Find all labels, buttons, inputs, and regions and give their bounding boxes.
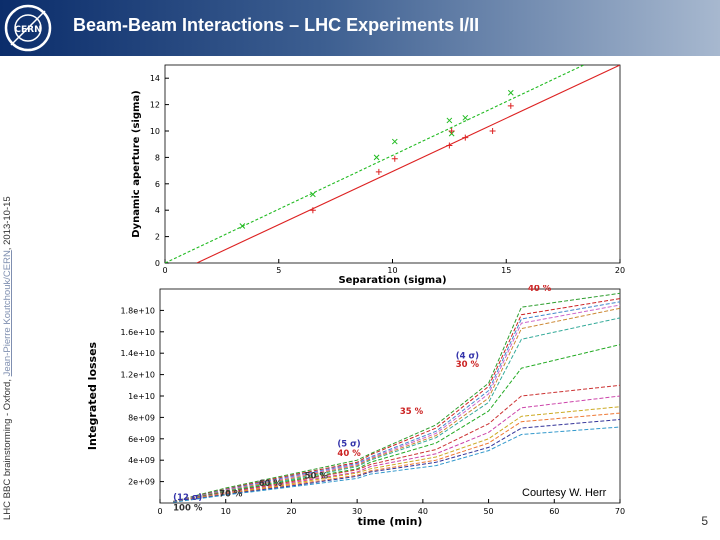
x-tick-label: 10 (221, 507, 231, 516)
series-line (173, 384, 621, 503)
y-tick-label: 2e+09 (128, 478, 155, 487)
series-line (172, 304, 621, 503)
series-line (172, 307, 621, 503)
data-point (507, 89, 514, 96)
page-title: Beam-Beam Interactions – LHC Experiments… (73, 15, 480, 35)
y-tick-label: 14 (150, 74, 160, 83)
x-tick-label: 0 (157, 507, 162, 516)
x-tick-label: 0 (162, 266, 167, 275)
series-line (172, 292, 621, 502)
x-tick-label: 70 (615, 507, 625, 516)
x-tick-label: 30 (352, 507, 362, 516)
side-label-prefix: LHC BBC brainstorming - Oxford, (2, 376, 13, 520)
green-fit-line (165, 65, 585, 263)
x-tick-label: 60 (549, 507, 559, 516)
x-tick-label: 50 (483, 507, 493, 516)
y-axis-label: Integrated losses (86, 341, 99, 450)
credit-label: Courtesy W. Herr (520, 487, 609, 499)
annotation-label: 40 % (528, 285, 552, 294)
annotation-label: 100 % (173, 503, 203, 513)
y-tick-label: 12 (150, 101, 160, 110)
integrated-losses-chart: 0 10 20 30 40 50 60 70 2e+09 4e+09 6e+09 8e+09 1e+10… (86, 285, 625, 527)
annotation-label: (4 σ) (456, 352, 479, 362)
author-link[interactable]: Jean-Pierre Koutchouk/CERN (2, 250, 13, 377)
y-tick-label: 8 (155, 153, 160, 162)
y-tick-label: 8e+09 (128, 413, 155, 422)
annotation-label: 30 % (456, 360, 480, 370)
series-line (173, 344, 621, 503)
data-point (391, 138, 398, 145)
data-point (310, 191, 316, 198)
y-tick-label: 4 (155, 206, 160, 215)
annotation-label: 35 % (400, 407, 424, 417)
series-line (173, 426, 621, 503)
y-tick-label: 1.8e+10 (120, 306, 155, 315)
annotation-label: 50 % (305, 471, 329, 481)
y-tick-label: 2 (155, 233, 160, 242)
y-tick-label: 6 (155, 180, 160, 189)
annotation-label: (5 σ) (337, 439, 360, 449)
series-line (173, 395, 621, 503)
dynamic-aperture-chart: 0 5 10 15 20 0 2 4 6 8 10 12 14 Separation (sigma) Dyn… (131, 64, 625, 285)
series-line (173, 419, 621, 503)
series-line (173, 406, 621, 503)
x-tick-label: 15 (501, 266, 511, 275)
series-line (172, 301, 621, 503)
y-tick-label: 6e+09 (128, 435, 155, 444)
data-point (373, 154, 380, 161)
logo-text: CERN (14, 25, 41, 35)
series-line (173, 412, 621, 503)
cern-logo-icon: CERN (4, 4, 52, 52)
red-fit-line (196, 65, 620, 263)
data-point (448, 128, 455, 134)
data-point (239, 223, 246, 229)
data-point (507, 102, 514, 109)
data-point (446, 142, 453, 149)
side-label-date: , 2013-10-15 (2, 196, 13, 251)
x-tick-label: 5 (276, 266, 281, 275)
data-point (391, 155, 398, 162)
data-point (462, 114, 469, 121)
x-tick-label: 20 (286, 507, 296, 516)
y-tick-label: 10 (150, 127, 160, 136)
y-tick-label: 4e+09 (128, 456, 155, 465)
x-tick-label: 40 (418, 507, 428, 516)
data-point (446, 117, 453, 124)
series-line (173, 317, 621, 503)
data-point (489, 128, 496, 134)
data-point (462, 134, 469, 141)
plot-frame (164, 64, 621, 264)
page-number: 5 (701, 514, 708, 528)
header-bar: CERN Beam-Beam Interactions – LHC Experi… (0, 0, 720, 56)
y-tick-label: 0 (155, 259, 160, 268)
y-tick-label: 1e+10 (128, 392, 155, 401)
x-tick-label: 10 (387, 266, 397, 275)
x-axis-label: time (min) (358, 515, 423, 527)
annotation-label: 70 % (219, 490, 243, 500)
plot-frame (159, 288, 621, 504)
y-axis-label: Dynamic aperture (sigma) (131, 90, 142, 238)
data-point (375, 168, 382, 175)
series-line (172, 298, 621, 502)
y-tick-label: 1.2e+10 (120, 371, 155, 380)
x-axis-label: Separation (sigma) (338, 275, 446, 285)
annotation-label: 40 % (337, 449, 361, 459)
x-tick-label: 20 (615, 266, 625, 275)
data-point (309, 207, 316, 214)
y-tick-label: 1.4e+10 (120, 349, 155, 358)
annotation-label: (12 σ) (173, 493, 202, 503)
annotation-label: 60 % (259, 479, 283, 489)
side-footer-label: LHC BBC brainstorming - Oxford, Jean-Pie… (2, 40, 13, 520)
y-tick-label: 1.6e+10 (120, 328, 155, 337)
